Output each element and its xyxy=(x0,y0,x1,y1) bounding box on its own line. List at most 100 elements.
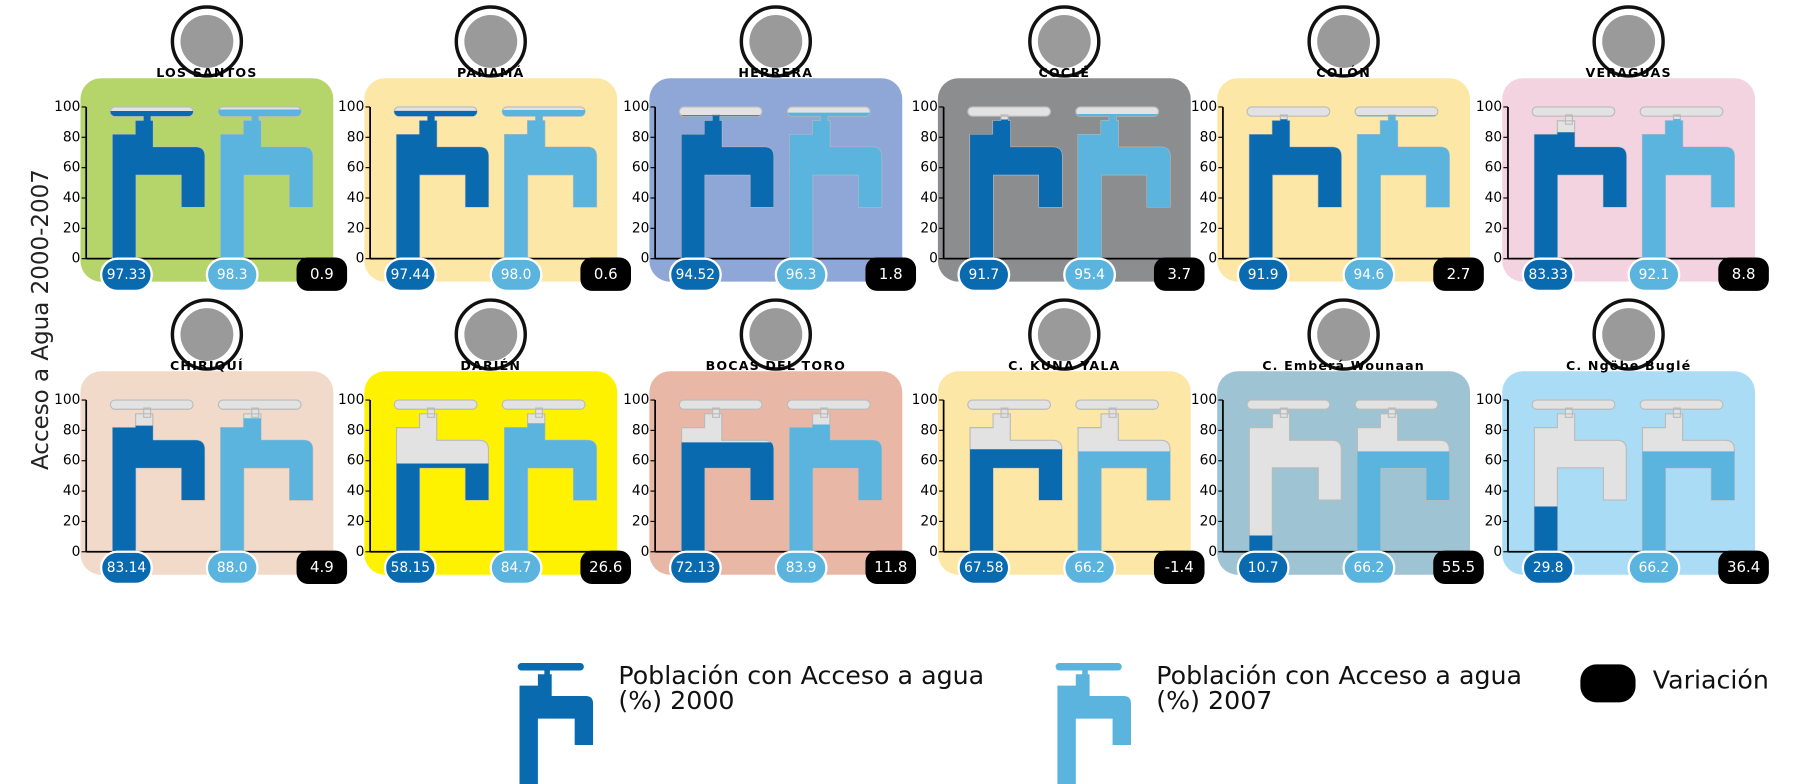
region-name: C. Ngöbe Buglé xyxy=(1566,358,1691,373)
value-label: 67.58 xyxy=(964,560,1003,576)
variation-pill xyxy=(1718,550,1769,584)
y-tick-label: 100 xyxy=(1191,99,1217,115)
y-tick-label: 80 xyxy=(1485,129,1503,145)
variation-label: 2.7 xyxy=(1447,265,1471,283)
icon-inner xyxy=(1602,15,1656,68)
faucet-fill-group xyxy=(1249,119,1342,259)
y-tick-label: 80 xyxy=(63,129,81,145)
faucet-fill xyxy=(1642,118,1735,259)
region-name: COLÓN xyxy=(1316,65,1371,80)
y-tick-label: 0 xyxy=(1208,544,1217,560)
icon-inner xyxy=(464,15,518,68)
faucet-fill xyxy=(789,424,882,552)
faucet-fill-group xyxy=(787,112,882,259)
value-pill xyxy=(668,550,722,586)
faucet-fill-group xyxy=(1076,113,1171,259)
value-pill xyxy=(1342,550,1396,586)
y-tick-label: 0 xyxy=(641,544,650,560)
value-pill xyxy=(774,257,828,293)
y-tick-label: 100 xyxy=(912,392,938,408)
y-tick-label: 20 xyxy=(632,220,650,236)
value-pill xyxy=(774,550,828,586)
variation-label: 8.8 xyxy=(1732,265,1756,283)
y-tick-label: 20 xyxy=(63,513,81,529)
region-name: C. Emberá Wounaan xyxy=(1262,358,1425,373)
value-label: 95.4 xyxy=(1074,267,1105,283)
value-label: 98.0 xyxy=(501,267,532,283)
faucet-fill xyxy=(110,111,205,259)
legend-label: Población con Acceso a agua (%) 2007 xyxy=(1156,664,1523,717)
variation-label: 0.9 xyxy=(310,265,334,283)
value-pill xyxy=(957,550,1011,586)
y-tick-label: 40 xyxy=(63,190,81,206)
faucet-fill xyxy=(112,425,205,552)
value-label: 83.33 xyxy=(1528,267,1567,283)
region-name: CHIRIQUÍ xyxy=(170,358,244,373)
faucet-fill xyxy=(1356,115,1450,259)
faucet-fill xyxy=(787,112,882,259)
value-pill xyxy=(1627,257,1681,293)
y-tick-label: 40 xyxy=(1485,483,1503,499)
y-tick-label: 80 xyxy=(347,422,365,438)
variation-label: 36.4 xyxy=(1727,558,1760,576)
faucet-fill-group xyxy=(396,463,489,552)
variation-pill xyxy=(1718,257,1769,291)
variation-label: 4.9 xyxy=(310,558,334,576)
value-pill xyxy=(1521,257,1575,293)
y-tick-label: 0 xyxy=(929,544,938,560)
value-label: 84.7 xyxy=(501,560,532,576)
value-pill xyxy=(1342,257,1396,293)
legend-label: Población con Acceso a agua (%) 2000 xyxy=(618,664,985,717)
y-tick-label: 80 xyxy=(632,129,650,145)
y-tick-label: 100 xyxy=(1476,99,1502,115)
legend-swatch xyxy=(517,662,594,784)
variation-pill xyxy=(580,550,631,584)
faucet-fill-group xyxy=(970,119,1063,259)
value-pill xyxy=(1063,550,1117,586)
legend-entry-box: Población con Acceso a agua (%) 2007 xyxy=(1156,664,1523,717)
legend-label: Variación xyxy=(1653,666,1769,695)
value-label: 97.44 xyxy=(391,267,430,283)
faucet-fill xyxy=(218,109,313,259)
y-tick-label: 20 xyxy=(1485,220,1503,236)
y-tick-label: 20 xyxy=(347,513,365,529)
variation-pill xyxy=(1433,550,1484,584)
icon-inner xyxy=(180,15,234,68)
faucet-fill xyxy=(504,423,597,552)
y-tick-label: 60 xyxy=(1485,453,1503,469)
variation-pill xyxy=(865,550,917,584)
y-tick-label: 100 xyxy=(54,392,80,408)
faucet-fill xyxy=(1534,132,1627,259)
y-tick-label: 20 xyxy=(920,220,938,236)
value-label: 29.8 xyxy=(1533,560,1564,576)
region-name: COCLÉ xyxy=(1038,65,1090,80)
y-tick-label: 0 xyxy=(1208,251,1217,267)
value-label: 66.2 xyxy=(1639,560,1670,576)
faucet-fill-group xyxy=(220,418,313,552)
value-pill xyxy=(668,257,722,293)
value-label: 96.3 xyxy=(786,267,817,283)
faucet-fill-group xyxy=(1642,451,1735,552)
variation-label: 3.7 xyxy=(1167,265,1191,283)
faucet-fill xyxy=(1249,535,1273,552)
faucet-fill xyxy=(681,442,774,552)
y-tick-label: 100 xyxy=(912,99,938,115)
value-label: 58.15 xyxy=(391,560,430,576)
y-tick-label: 40 xyxy=(347,190,365,206)
icon-inner xyxy=(1037,15,1091,68)
y-tick-label: 0 xyxy=(356,251,365,267)
variation-pill xyxy=(1153,550,1205,584)
faucet-fill xyxy=(970,449,1063,552)
y-tick-label: 20 xyxy=(632,513,650,529)
faucet-empty xyxy=(1246,399,1342,553)
y-tick-label: 60 xyxy=(632,160,650,176)
variation-label: 0.6 xyxy=(594,265,618,283)
value-pill xyxy=(957,257,1011,293)
y-tick-label: 40 xyxy=(347,483,365,499)
faucet-fill xyxy=(220,418,313,552)
region-name: LOS SANTOS xyxy=(156,65,257,80)
y-tick-label: 20 xyxy=(1200,220,1218,236)
variation-label: 55.5 xyxy=(1442,558,1475,576)
faucet-fill xyxy=(394,110,489,259)
legend-swatch xyxy=(1055,662,1131,784)
